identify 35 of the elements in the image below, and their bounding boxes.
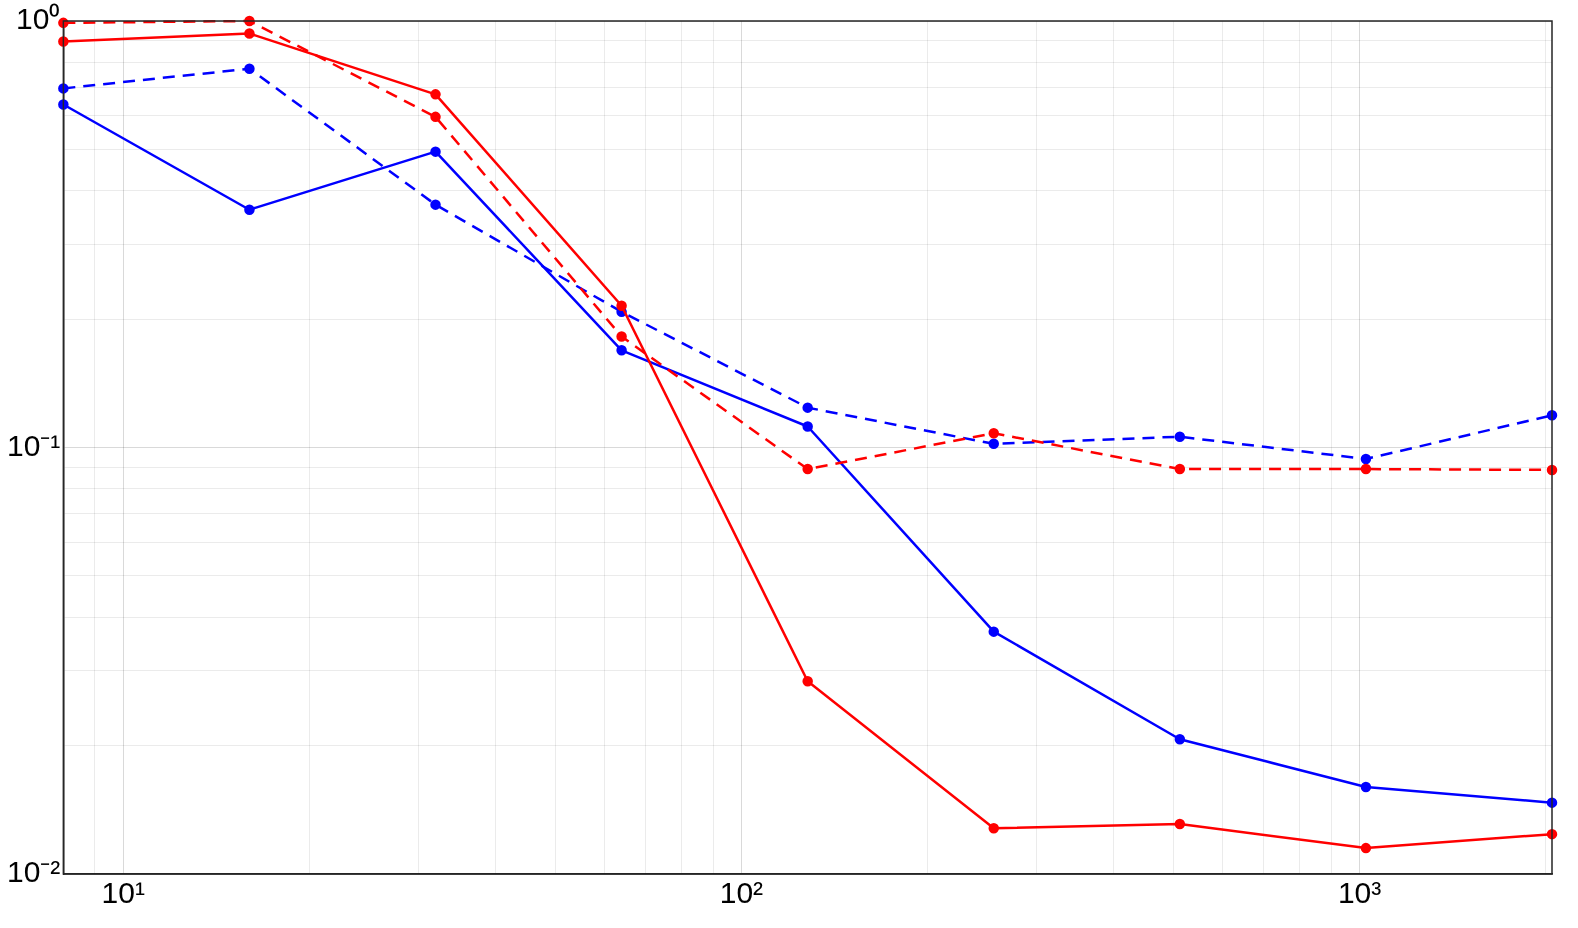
point bbox=[1174, 431, 1186, 442]
point bbox=[430, 199, 441, 210]
point bbox=[1174, 818, 1186, 830]
y-tick-label: 10⁻¹ bbox=[7, 428, 61, 462]
point bbox=[1360, 842, 1372, 854]
point bbox=[244, 28, 255, 39]
point bbox=[430, 146, 441, 157]
point bbox=[616, 331, 627, 342]
point bbox=[802, 676, 813, 687]
x-tick-label: 10¹ bbox=[101, 876, 145, 910]
point bbox=[1360, 453, 1372, 465]
point bbox=[802, 463, 813, 475]
y-tick-label: 10⁰ bbox=[15, 2, 61, 36]
point bbox=[244, 204, 255, 215]
point bbox=[58, 99, 69, 110]
point bbox=[616, 300, 627, 311]
point bbox=[1174, 733, 1186, 745]
point bbox=[430, 89, 441, 100]
point bbox=[802, 421, 813, 432]
x-tick-label: 10² bbox=[719, 876, 764, 910]
x-tick-label: 10³ bbox=[1337, 876, 1382, 910]
point bbox=[1360, 463, 1372, 475]
point bbox=[58, 36, 69, 47]
point bbox=[1360, 781, 1372, 793]
point bbox=[988, 438, 1000, 450]
y-tick-label: 10⁻² bbox=[7, 855, 61, 889]
point bbox=[988, 428, 1000, 439]
point bbox=[244, 63, 255, 74]
point bbox=[1174, 463, 1186, 475]
point bbox=[988, 626, 1000, 637]
point bbox=[616, 345, 627, 356]
point bbox=[58, 83, 69, 94]
point bbox=[988, 823, 1000, 834]
point bbox=[802, 402, 813, 413]
point bbox=[430, 111, 441, 123]
